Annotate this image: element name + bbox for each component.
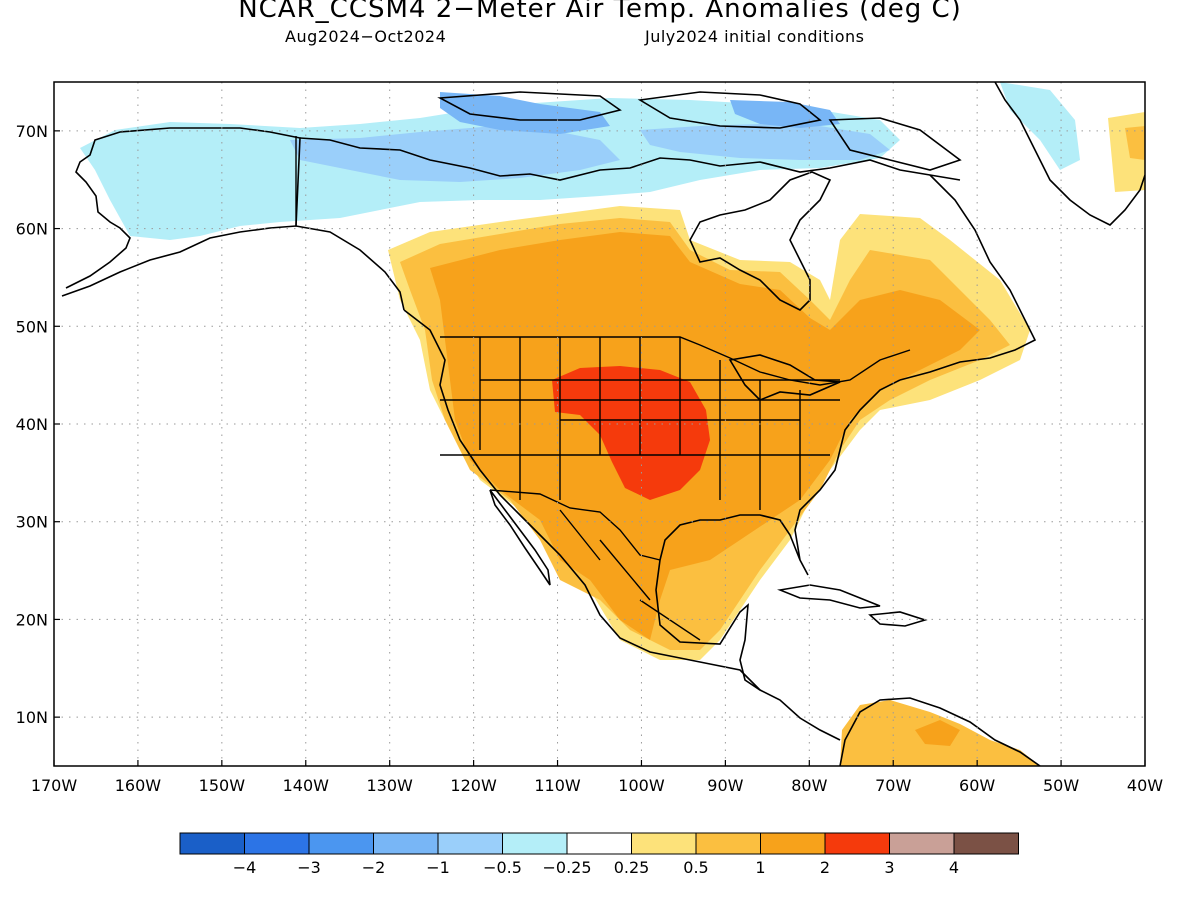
colorbar-swatch xyxy=(760,832,826,855)
cool-anomaly-arctic-2 xyxy=(640,124,890,160)
colorbar-label: 1 xyxy=(755,858,765,877)
initial-conditions: July2024 initial conditions xyxy=(645,27,865,46)
warm-anomaly-east-greenland-core xyxy=(1125,126,1145,160)
latitude-label: 70N xyxy=(16,122,48,141)
mexico-pacific-coast xyxy=(403,309,761,691)
south-america-coast xyxy=(839,697,1041,766)
warm-anomaly-south-america-core xyxy=(915,720,960,746)
anomaly-shading xyxy=(80,82,1145,766)
grid-lines xyxy=(54,82,1145,766)
us-east-coast xyxy=(655,379,901,741)
colorbar-label: −2 xyxy=(362,858,386,877)
us-state-lines xyxy=(440,337,840,510)
arctic-coast xyxy=(299,137,961,181)
forecast-period: Aug2024−Oct2024 xyxy=(285,27,447,46)
longitude-label: 120W xyxy=(450,776,497,795)
coastlines xyxy=(61,82,1145,766)
longitude-label: 130W xyxy=(367,776,414,795)
latitude-label: 40N xyxy=(16,415,48,434)
colorbar-swatch xyxy=(824,832,890,855)
longitude-label: 140W xyxy=(283,776,330,795)
arctic-islands xyxy=(437,91,962,171)
cool-anomaly-greenland-coast xyxy=(1000,82,1080,170)
colorbar-swatch xyxy=(373,832,439,855)
colorbar: −4 −3 −2 −1 −0.5 −0.25 0.25 0.5 1 2 3 4 xyxy=(179,832,1019,877)
colorbar-swatch xyxy=(889,832,955,855)
colorbar-swatch xyxy=(308,832,374,855)
us-mexico-border xyxy=(489,489,661,561)
colorbar-label: −0.5 xyxy=(483,858,522,877)
colorbar-label: 0.25 xyxy=(614,858,650,877)
colorbar-swatch xyxy=(179,832,245,855)
alaska-coast xyxy=(61,127,405,311)
colorbar-swatch xyxy=(695,832,761,855)
colorbar-label: −3 xyxy=(297,858,321,877)
longitude-label: 40W xyxy=(1127,776,1163,795)
labrador-coast xyxy=(899,174,1037,381)
colorbar-swatch xyxy=(502,832,568,855)
colorbar-label: −1 xyxy=(426,858,450,877)
mexico-state-lines xyxy=(559,509,701,641)
latitude-label: 50N xyxy=(16,317,48,336)
baja-california xyxy=(489,489,551,586)
colorbar-label: −4 xyxy=(233,858,257,877)
longitude-label: 100W xyxy=(618,776,665,795)
hudson-bay xyxy=(689,171,832,311)
longitude-label: 170W xyxy=(31,776,78,795)
cuba xyxy=(777,584,881,609)
map-title: NCAR_CCSM4 2−Meter Air Temp. Anomalies (… xyxy=(238,0,962,24)
longitude-label: 70W xyxy=(875,776,911,795)
colorbar-swatch xyxy=(566,832,632,855)
colorbar-label: −0.25 xyxy=(542,858,591,877)
colorbar-label: 3 xyxy=(884,858,894,877)
longitude-labels: 170W 160W 150W 140W 130W 120W 110W 100W 90W 80W 70… xyxy=(31,760,1163,795)
colorbar-swatch xyxy=(244,832,310,855)
latitude-label: 10N xyxy=(16,708,48,727)
great-lakes xyxy=(728,354,841,401)
longitude-label: 50W xyxy=(1043,776,1079,795)
longitude-label: 110W xyxy=(534,776,581,795)
cool-anomaly-arctic-3 xyxy=(440,92,610,134)
colorbar-swatch xyxy=(437,832,503,855)
longitude-label: 150W xyxy=(199,776,246,795)
colorbar-swatch xyxy=(953,832,1019,855)
colorbar-swatch xyxy=(631,832,697,855)
latitude-label: 20N xyxy=(16,610,48,629)
longitude-label: 60W xyxy=(959,776,995,795)
latitude-label: 60N xyxy=(16,220,48,239)
colorbar-label: 2 xyxy=(820,858,830,877)
longitude-label: 90W xyxy=(707,776,743,795)
hispaniola xyxy=(868,611,928,627)
greenland-coast xyxy=(994,82,1145,226)
longitude-label: 160W xyxy=(115,776,162,795)
latitude-label: 30N xyxy=(16,513,48,532)
colorbar-label: 4 xyxy=(949,858,959,877)
political-boundaries xyxy=(295,136,911,641)
latitude-labels: 10N 20N 30N 40N 50N 60N 70N xyxy=(16,122,60,727)
longitude-label: 80W xyxy=(791,776,827,795)
colorbar-label: 0.5 xyxy=(683,858,708,877)
cool-anomaly-arctic-1 xyxy=(290,124,620,182)
